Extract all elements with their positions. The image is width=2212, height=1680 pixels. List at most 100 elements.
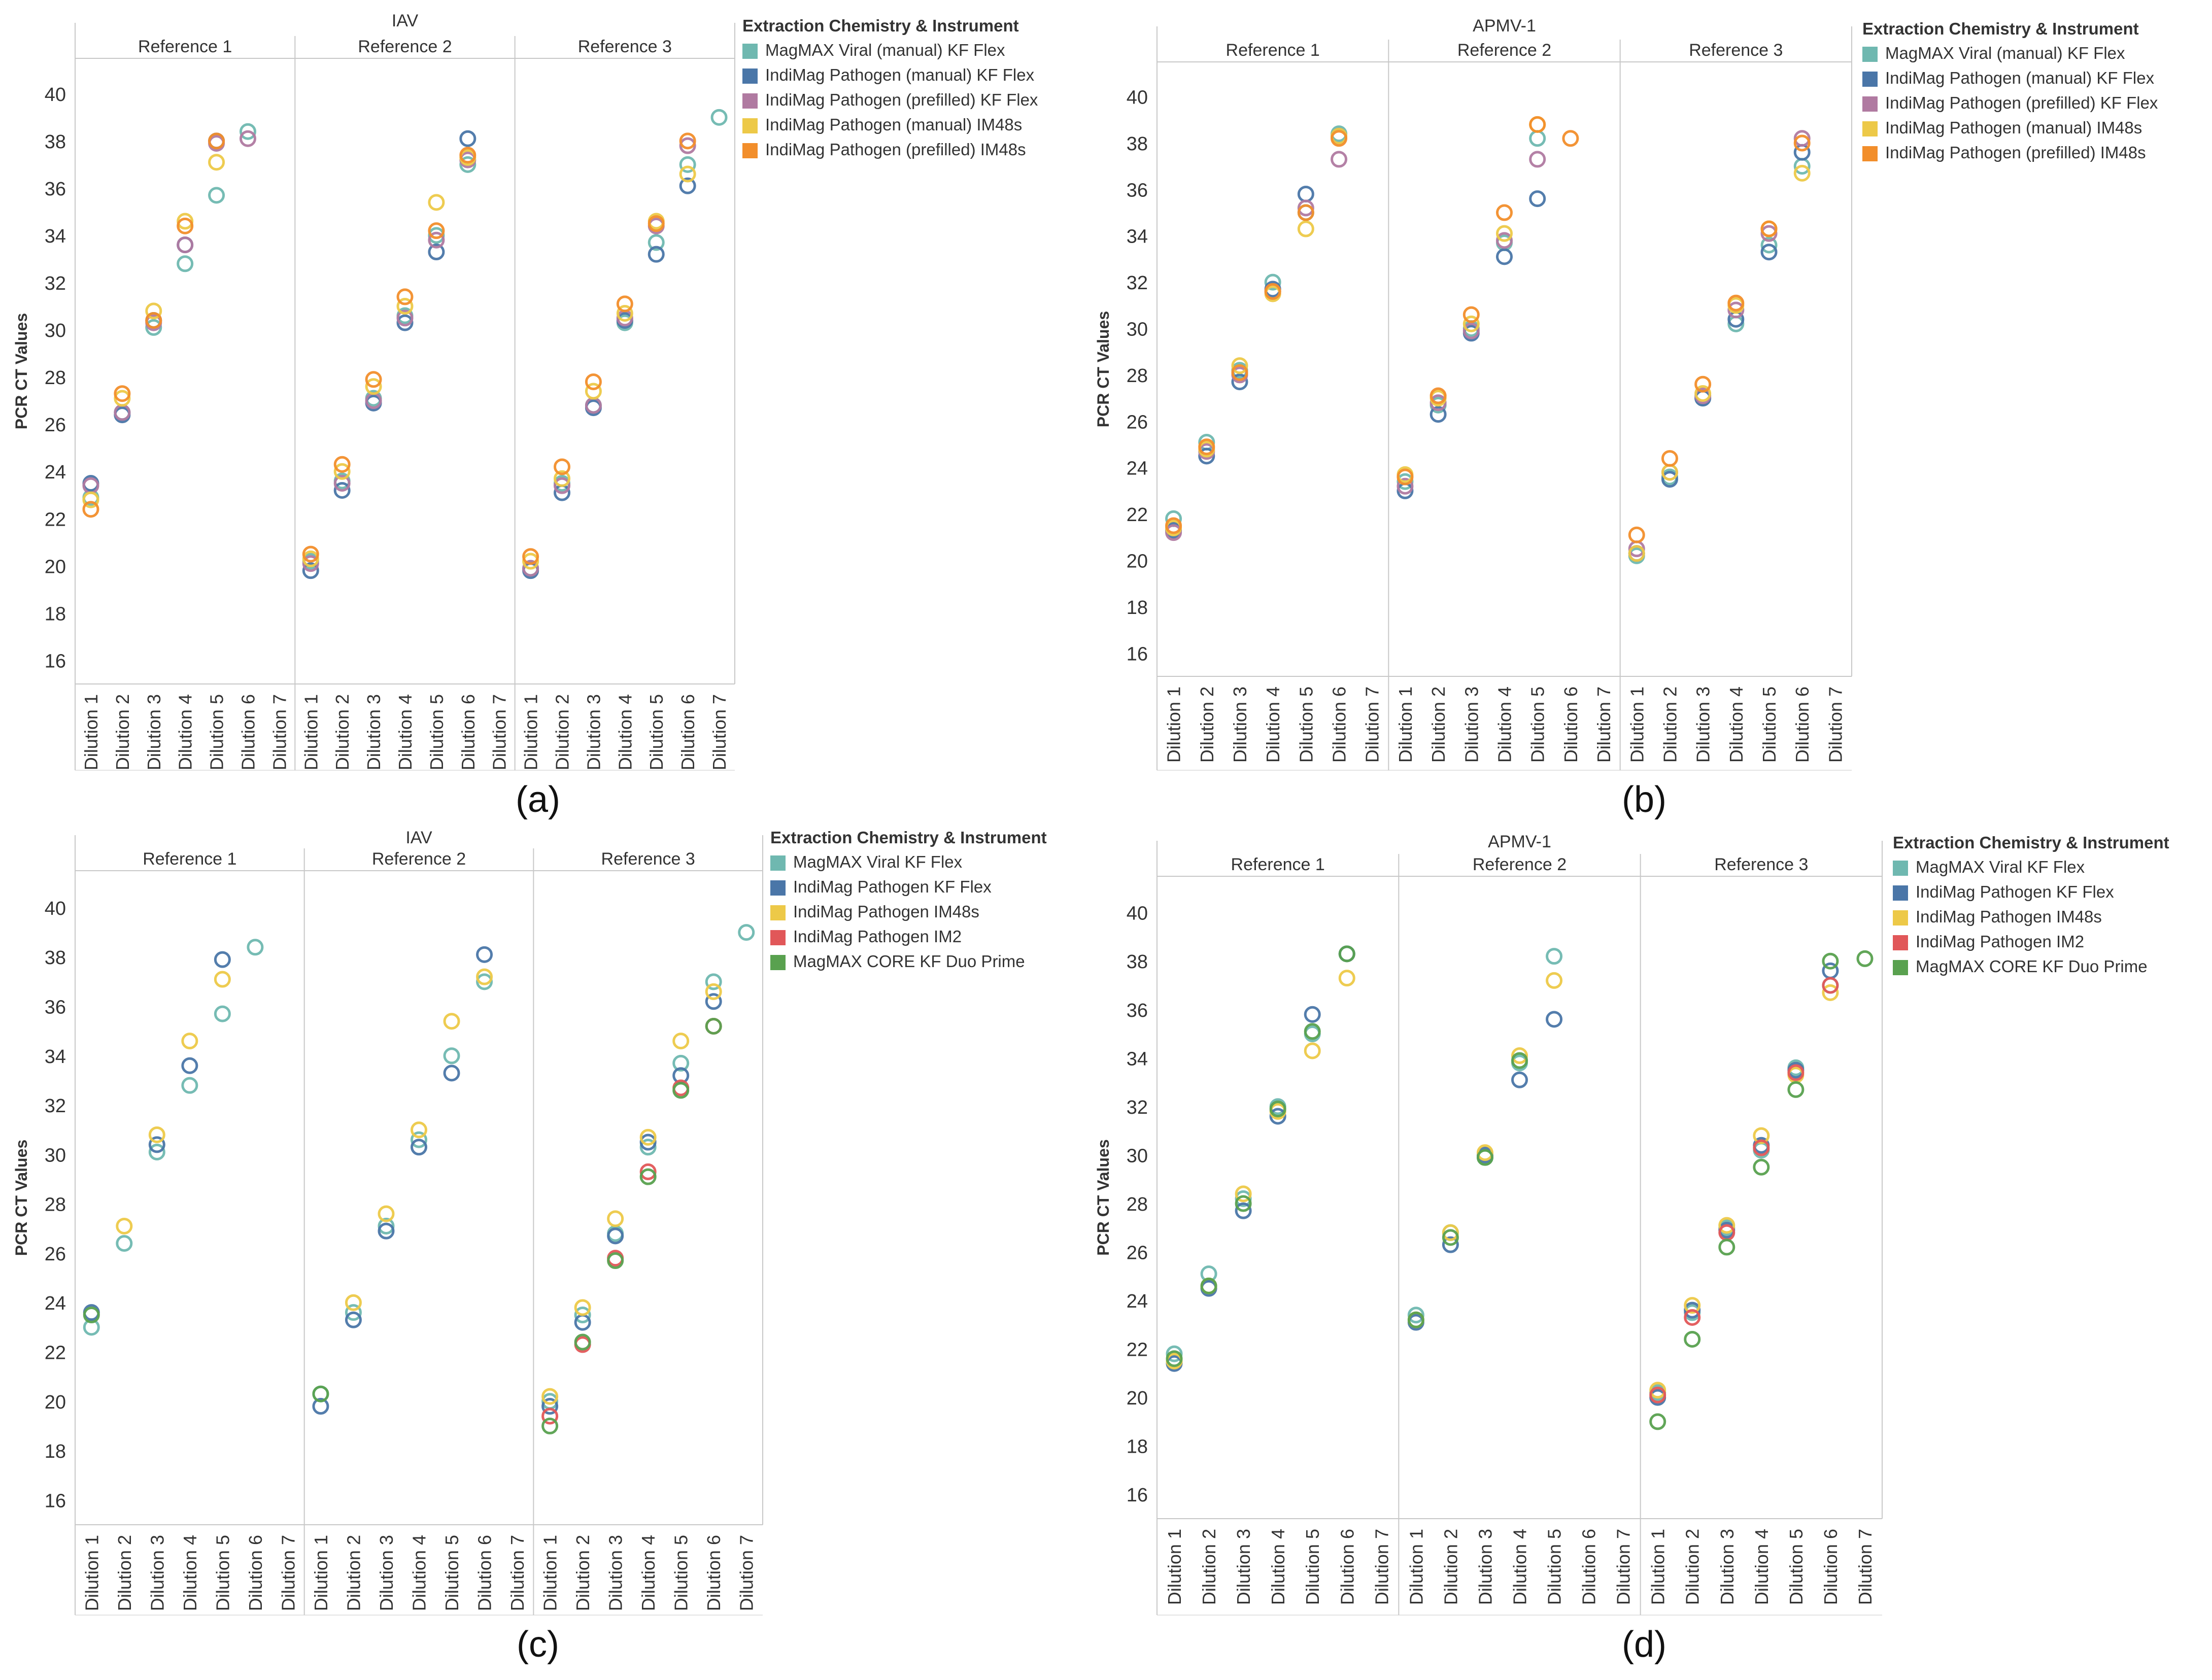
data-point	[574, 1299, 591, 1316]
y-tick-label: 36	[1127, 1000, 1148, 1021]
y-tick-label: 18	[45, 603, 66, 625]
data-point	[177, 217, 194, 234]
group-header: Reference 1	[138, 37, 232, 56]
x-tick-label: Dilution 2	[1197, 687, 1217, 763]
chart-title: APMV-1	[1473, 16, 1536, 36]
x-tick-label: Dilution 7	[1593, 687, 1614, 763]
panel-caption: (c)	[517, 1624, 559, 1665]
x-tick-label: Dilution 3	[363, 694, 384, 770]
legend-swatch	[742, 68, 758, 84]
data-point	[1297, 199, 1314, 217]
x-tick-label: Dilution 7	[269, 694, 290, 770]
data-point	[648, 215, 665, 232]
data-point	[443, 1047, 460, 1065]
y-tick-label: 18	[1127, 1436, 1148, 1458]
chart-panel-a: 16 18 20 22 24 26 28 30 32 34 36 38 40 IAV Reference 1…	[12, 11, 1038, 820]
x-tick-label: Dilution 1	[1164, 687, 1184, 763]
legend-title: Extraction Chemistry & Instrument	[1862, 19, 2139, 38]
data-point	[1476, 1149, 1493, 1166]
legend-swatch	[742, 143, 758, 158]
legend-swatch	[1862, 72, 1878, 87]
data-point	[522, 560, 539, 577]
data-point	[616, 295, 633, 313]
legend-title: Extraction Chemistry & Instrument	[742, 16, 1019, 35]
group-header: Reference 3	[578, 37, 672, 56]
legend-swatch	[1893, 910, 1908, 925]
data-point	[1442, 1236, 1459, 1253]
data-point	[522, 553, 539, 570]
group-header: Reference 1	[1226, 41, 1320, 60]
data-point	[616, 305, 633, 322]
legend-swatch	[1862, 96, 1878, 112]
data-point	[1331, 130, 1348, 147]
data-point	[214, 1005, 231, 1022]
data-point	[333, 475, 351, 492]
y-tick-label: 16	[1127, 1485, 1148, 1506]
group-header: Reference 3	[1714, 855, 1808, 874]
legend-label: MagMAX Viral KF Flex	[1916, 858, 2085, 876]
x-tick-label: Dilution 1	[311, 1535, 331, 1611]
data-point	[114, 385, 131, 402]
data-point	[82, 491, 99, 508]
x-tick-label: Dilution 2	[572, 1535, 593, 1611]
legend-label: IndiMag Pathogen (prefilled) IM48s	[765, 140, 1026, 159]
x-tick-label: Dilution 3	[147, 1535, 167, 1611]
data-point	[574, 1307, 591, 1324]
data-point	[1430, 387, 1447, 404]
y-axis-title: PCR CT Values	[1094, 311, 1112, 427]
x-tick-label: Dilution 1	[1406, 1529, 1426, 1605]
y-tick-label: 20	[45, 1392, 66, 1413]
y-tick-label: 28	[1127, 1194, 1148, 1215]
x-tick-label: Dilution 3	[1230, 687, 1250, 763]
x-tick-label: Dilution 3	[144, 694, 164, 770]
legend-label: MagMAX CORE KF Duo Prime	[793, 952, 1025, 971]
x-tick-label: Dilution 5	[1302, 1529, 1323, 1605]
data-point	[1496, 248, 1513, 265]
x-tick-label: Dilution 6	[1579, 1529, 1600, 1605]
y-tick-label: 30	[1127, 319, 1148, 340]
data-point	[1649, 1413, 1666, 1430]
x-tick-label: Dilution 5	[426, 694, 447, 770]
x-tick-label: Dilution 6	[245, 1535, 266, 1611]
x-tick-label: Dilution 2	[1440, 1529, 1461, 1605]
legend-swatch	[770, 855, 786, 871]
data-point	[396, 314, 414, 331]
x-tick-label: Dilution 4	[409, 1535, 430, 1611]
x-tick-label: Dilution 4	[1726, 687, 1747, 763]
group-header: Reference 1	[143, 849, 236, 869]
x-tick-label: Dilution 2	[112, 694, 133, 770]
data-point	[1235, 1185, 1252, 1203]
x-tick-label: Dilution 7	[1613, 1529, 1634, 1605]
data-point	[239, 123, 256, 140]
x-tick-label: Dilution 4	[180, 1535, 200, 1611]
x-tick-label: Dilution 1	[81, 1535, 102, 1611]
data-point	[541, 1408, 559, 1425]
y-tick-label: 40	[1127, 87, 1148, 109]
x-tick-label: Dilution 4	[615, 694, 635, 770]
legend-label: MagMAX Viral (manual) KF Flex	[765, 41, 1005, 59]
panel-caption: (d)	[1622, 1624, 1666, 1665]
data-point	[705, 983, 722, 1000]
x-tick-label: Dilution 1	[540, 1535, 561, 1611]
data-point	[333, 456, 351, 473]
y-tick-label: 28	[45, 1194, 66, 1216]
data-point	[1793, 130, 1811, 147]
data-point	[1760, 236, 1778, 254]
data-point	[145, 302, 162, 320]
legend-label: IndiMag Pathogen (prefilled) KF Flex	[1885, 93, 2158, 112]
y-tick-label: 36	[45, 179, 66, 200]
data-point	[541, 1417, 559, 1434]
data-point	[476, 946, 493, 963]
data-point	[1529, 190, 1546, 208]
data-point	[1546, 972, 1563, 989]
y-tick-label: 26	[1127, 412, 1148, 433]
y-tick-label: 18	[1127, 597, 1148, 619]
data-point	[1694, 385, 1712, 402]
data-point	[1529, 151, 1546, 168]
legend-label: IndiMag Pathogen KF Flex	[793, 877, 992, 896]
y-tick-label: 22	[45, 509, 66, 530]
data-point	[1297, 185, 1314, 202]
data-point	[522, 548, 539, 565]
legend-swatch	[742, 44, 758, 59]
y-tick-label: 30	[1127, 1145, 1148, 1167]
